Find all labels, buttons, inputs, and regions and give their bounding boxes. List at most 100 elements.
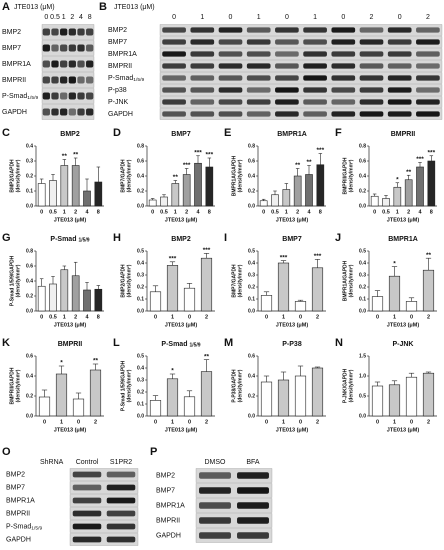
blot-band [331, 99, 356, 105]
x-tick-label: 4 [196, 209, 200, 215]
y-tick-label: 0.3 [26, 158, 33, 164]
row-label: GAPDH [108, 111, 133, 118]
panel-letter: N [335, 337, 343, 349]
panel-letter: M [224, 337, 233, 349]
x-tick-label: 0.5 [382, 209, 390, 215]
row-label-text: P-Smad [6, 523, 31, 530]
blot-band [387, 99, 412, 105]
y-tick-label: 0.8 [248, 143, 255, 149]
blot-strip [159, 24, 443, 36]
chart-title-text: BMP7 [282, 236, 302, 243]
blot-band [60, 28, 68, 36]
x-tick-label: 2 [296, 209, 299, 215]
x-tick-label: 0 [262, 209, 265, 215]
bar [404, 179, 413, 207]
blot-band [86, 108, 94, 116]
x-tick-label: 0.5 [160, 209, 168, 215]
y-tick-label: 0.4 [359, 260, 366, 266]
lane-label: 0 [285, 14, 289, 21]
blot-band [331, 39, 356, 45]
y-axis-label: BMPRII/GAPDH [9, 367, 15, 404]
y-tick-label: 0.0 [26, 308, 33, 314]
chart-title-text: BMP7 [171, 131, 191, 138]
panel-letter: A [2, 1, 10, 13]
blot-band [246, 87, 271, 93]
y-tick-label: 1.0 [359, 373, 366, 379]
significance: *** [183, 162, 191, 169]
chart-title-text: P-Smad [161, 341, 187, 348]
blot-band [218, 51, 243, 57]
bar [49, 283, 57, 312]
bar [71, 165, 80, 207]
blot-band [246, 39, 271, 45]
blot-band [72, 471, 102, 478]
chart-title-text: P-JNK [392, 341, 413, 348]
y-tick-label: 0.0 [137, 203, 144, 209]
bar [166, 265, 179, 312]
y-tick-label: 0.5 [359, 393, 366, 399]
row-label: P-p38 [108, 87, 127, 94]
x-tick-label: 8 [208, 209, 211, 215]
blot-band [331, 111, 356, 117]
blot-strip [69, 520, 139, 533]
blot-strip [159, 60, 443, 72]
x-tick-label: 0.5 [49, 209, 57, 215]
lane-label: 1 [200, 14, 204, 21]
significance: ** [173, 174, 179, 181]
y-tick-label: 0.2 [137, 389, 144, 395]
x-tick-label: 0 [188, 314, 191, 320]
y-axis-label: (density/mm²) [126, 264, 132, 297]
x-tick-label: 0 [40, 209, 43, 215]
bar [89, 369, 102, 417]
bar [171, 183, 180, 207]
row-label: BMP7 [6, 484, 25, 491]
y-tick-label: 0.4 [137, 173, 144, 179]
blot-band [72, 510, 102, 517]
chart-title: P-JNK [392, 341, 413, 348]
blot-strip [159, 36, 443, 48]
blot-band [106, 523, 136, 530]
significance: ** [306, 159, 312, 166]
y-tick-label: 0.0 [137, 413, 144, 419]
y-axis-label: P-P38/GAPDH [231, 369, 237, 403]
x-tick-label: 0.5 [271, 209, 279, 215]
blot-strip [41, 72, 95, 88]
chart-title-sub: 1/5/9 [189, 343, 200, 349]
bar [370, 195, 379, 207]
blot-band [106, 484, 136, 491]
blot-band [72, 536, 102, 543]
y-tick-label: 0.4 [26, 143, 33, 149]
y-tick-label: 0.2 [26, 293, 33, 299]
x-tick-label: 4 [307, 209, 311, 215]
blot-band [359, 111, 384, 117]
significance: *** [428, 149, 436, 156]
y-axis-label: (density/mm²) [15, 369, 21, 402]
row-label: BMP7 [2, 45, 21, 52]
significance: * [393, 260, 396, 267]
y-axis-label: (density/mm²) [126, 369, 132, 402]
bar [71, 275, 80, 312]
blot-strip [159, 48, 443, 60]
blot-band [51, 92, 59, 100]
row-label: P-Smad1/5/9 [2, 93, 38, 101]
blot-band [190, 51, 215, 57]
panel-letter: K [2, 337, 10, 349]
x-tick-label: 1 [396, 209, 399, 215]
y-tick-label: 0.0 [359, 413, 366, 419]
blot-band [416, 39, 440, 45]
chart-title-text: BMPR1A [388, 236, 418, 243]
blot-band [237, 502, 269, 509]
y-tick-label: 0.0 [248, 203, 255, 209]
row-label: BMPRII [108, 63, 132, 70]
x-tick-label: 1 [171, 314, 174, 320]
blot-band [218, 27, 243, 33]
blot-band [77, 28, 85, 36]
row-label: BMPR1A [6, 497, 35, 504]
blot-band [199, 532, 231, 539]
y-tick-label: 0.2 [248, 284, 255, 290]
blot-strip [69, 494, 139, 507]
row-label: BMPRII [2, 77, 26, 84]
blot-band [246, 63, 271, 69]
chart-title: BMP2 [171, 236, 191, 243]
